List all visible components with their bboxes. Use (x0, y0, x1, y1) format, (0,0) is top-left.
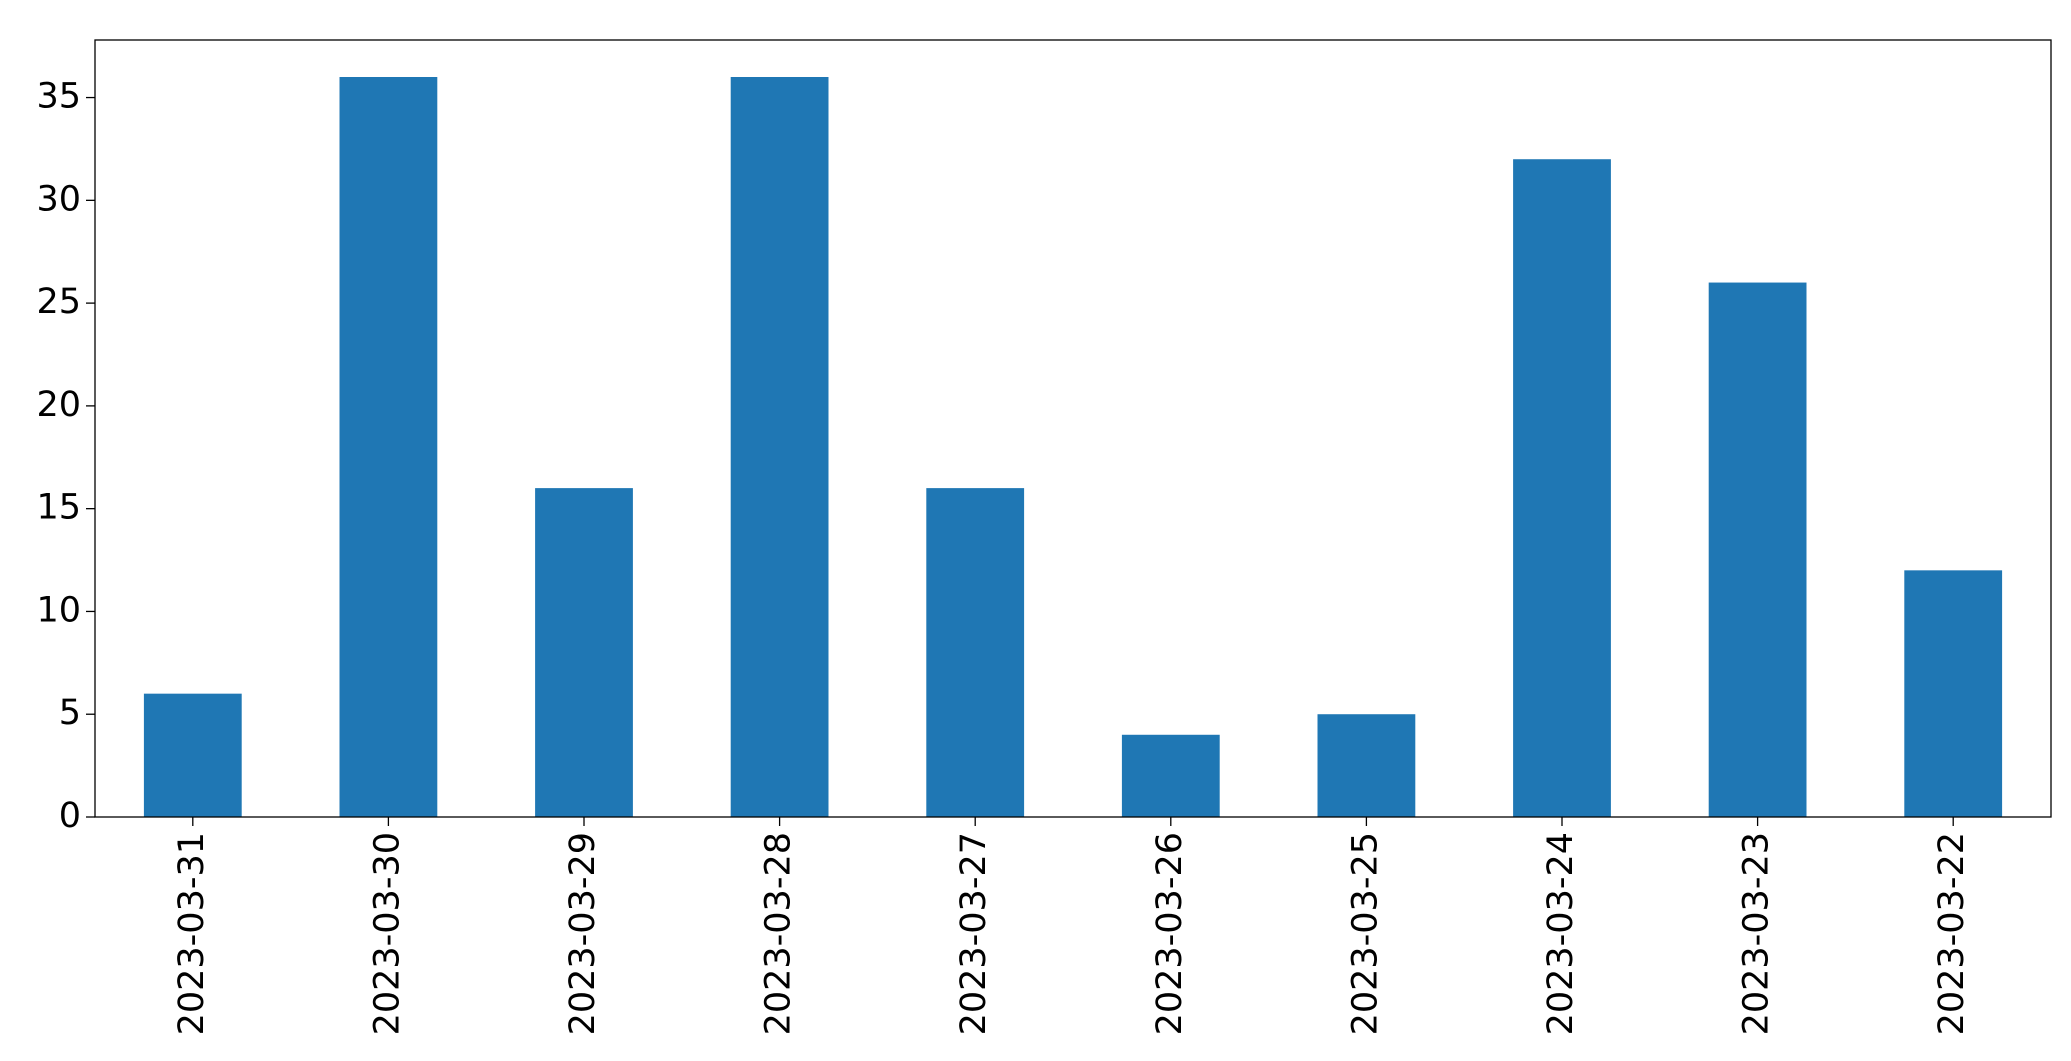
x-tick-label: 2023-03-23 (1737, 832, 1777, 1035)
x-tick-label: 2023-03-24 (1541, 832, 1581, 1035)
bar (1513, 159, 1611, 817)
y-tick-label: 30 (36, 179, 81, 219)
x-tick-label: 2023-03-28 (759, 832, 799, 1035)
y-tick-label: 15 (36, 488, 81, 528)
bar (1708, 282, 1807, 817)
x-tick-label: 2023-03-22 (1932, 832, 1972, 1035)
bar (143, 693, 242, 817)
plot-frame (94, 39, 2052, 818)
x-tick-label: 2023-03-30 (367, 832, 407, 1035)
x-tick-label: 2023-03-26 (1150, 832, 1190, 1035)
bar (926, 488, 1025, 817)
x-tick-label: 2023-03-27 (954, 832, 994, 1035)
bar (1121, 734, 1220, 817)
x-tick-label: 2023-03-25 (1345, 832, 1385, 1035)
bar (339, 77, 438, 817)
bar (535, 488, 633, 817)
y-tick-label: 20 (36, 385, 81, 425)
x-tick-label: 2023-03-29 (563, 832, 603, 1035)
y-tick-label: 5 (59, 693, 81, 733)
y-tick-label: 25 (36, 282, 81, 322)
y-tick-label: 35 (36, 77, 81, 117)
bar (1317, 714, 1416, 817)
y-tick-label: 10 (36, 590, 81, 630)
y-tick-label: 0 (59, 796, 81, 836)
bar (1904, 570, 2003, 817)
bar (730, 77, 829, 817)
x-tick-label: 2023-03-31 (172, 832, 212, 1035)
